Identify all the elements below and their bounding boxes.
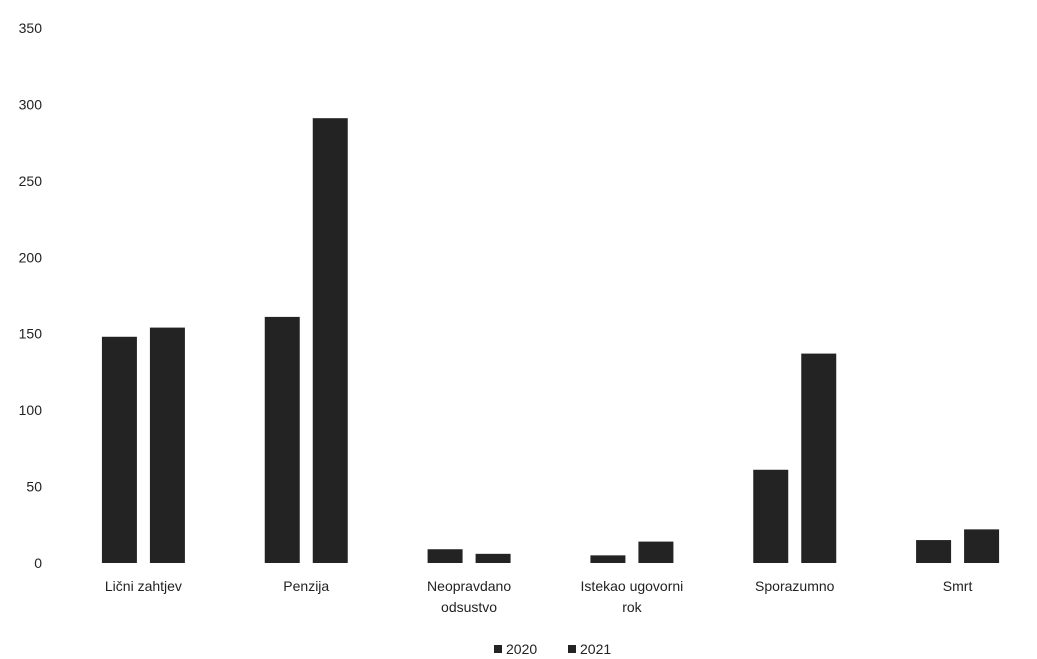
y-tick-label: 350 — [19, 20, 43, 36]
bar-2020 — [264, 316, 300, 563]
x-category-label: Istekao ugovorni — [581, 578, 684, 594]
bar-2020 — [427, 549, 463, 563]
legend-swatch-2021 — [568, 645, 576, 653]
bar-2020 — [101, 336, 137, 563]
legend-label-2021: 2021 — [580, 641, 611, 657]
y-tick-label: 150 — [19, 326, 43, 342]
x-category-label: Sporazumno — [755, 578, 835, 594]
bar-2021 — [801, 353, 837, 563]
x-category-label: rok — [622, 599, 642, 615]
x-category-label: Lični zahtjev — [105, 578, 182, 594]
bar-2021 — [475, 553, 511, 563]
y-tick-label: 50 — [26, 479, 42, 495]
bar-2020 — [916, 540, 952, 563]
y-tick-label: 200 — [19, 249, 43, 265]
legend-label-2020: 2020 — [506, 641, 537, 657]
bars — [101, 118, 1000, 563]
y-tick-label: 0 — [34, 555, 42, 571]
x-category-label: Neopravdano — [427, 578, 511, 594]
bar-2021 — [312, 118, 348, 563]
y-tick-label: 300 — [19, 96, 43, 112]
x-category-label: odsustvo — [441, 599, 497, 615]
y-tick-label: 100 — [19, 402, 43, 418]
x-axis: Lični zahtjev Penzija Neopravdano odsustvo I… — [105, 578, 973, 615]
bar-2021 — [964, 529, 1000, 563]
x-category-label: Smrt — [943, 578, 973, 594]
legend: 2020 2021 — [494, 641, 611, 657]
bar-2021 — [149, 327, 185, 563]
bar-2021 — [638, 541, 674, 563]
bar-2020 — [753, 469, 789, 563]
y-axis: 0 50 100 150 200 250 300 350 — [19, 20, 43, 571]
x-category-label: Penzija — [283, 578, 329, 594]
legend-swatch-2020 — [494, 645, 502, 653]
bar-2020 — [590, 555, 626, 563]
y-tick-label: 250 — [19, 173, 43, 189]
